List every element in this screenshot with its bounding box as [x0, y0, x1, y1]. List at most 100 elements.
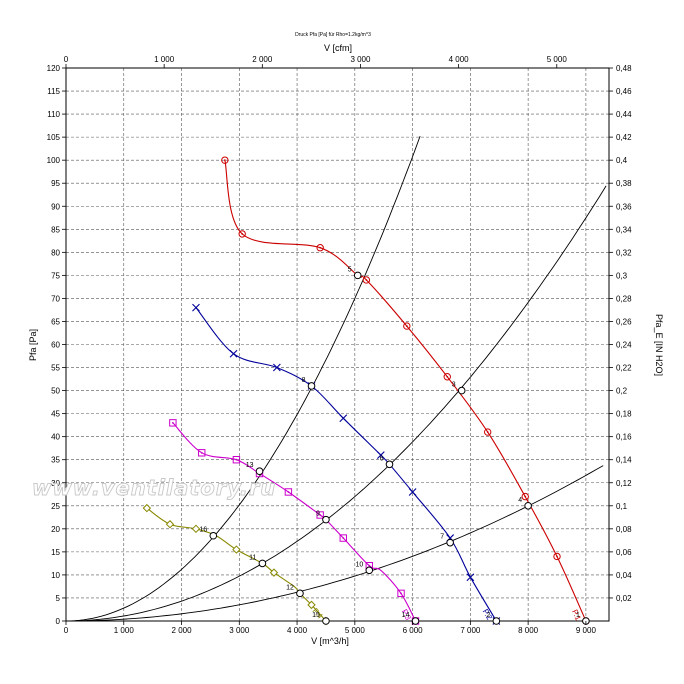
x-tick-label: 7 000: [460, 626, 481, 635]
data-point-x: [272, 363, 281, 372]
data-point-center: [446, 375, 449, 378]
x-tick-label: 2 000: [172, 626, 193, 635]
data-point-center: [287, 491, 290, 493]
data-point-circle: [443, 373, 451, 381]
y-tick-label: 110: [47, 110, 60, 119]
y-tick-label: 45: [51, 410, 60, 419]
y-tick-label: 60: [51, 341, 60, 350]
fan-curve-label: P.1: [570, 608, 583, 622]
y-tick-label: 20: [51, 525, 60, 534]
data-point-center: [200, 451, 203, 454]
watermark: www.ventilatory.ru: [32, 476, 276, 500]
data-point-square: [339, 534, 347, 542]
y2-tick-label: 0,12: [616, 479, 632, 488]
y-tick-label: 35: [51, 456, 60, 465]
data-point-circle: [362, 276, 371, 284]
y-tick-label: 80: [51, 248, 60, 257]
data-point-diamond: [307, 600, 316, 610]
data-point-diamond: [165, 520, 175, 529]
x2-tick-label: 1 000: [154, 55, 175, 64]
x-tick-label: 0: [64, 626, 69, 635]
data-point-square: [198, 449, 206, 457]
data-point-circle: [316, 244, 324, 252]
y-tick-label: 95: [51, 179, 60, 188]
x-tick-label: 9 000: [576, 626, 597, 635]
data-point-center: [342, 537, 345, 539]
y-tick-label: 105: [47, 133, 61, 142]
operating-point-marker: [296, 589, 304, 598]
operating-point-marker: [411, 617, 420, 625]
x2-tick-label: 2 000: [252, 55, 273, 64]
x-tick-label: 4 000: [287, 626, 308, 635]
operating-point-marker: [322, 515, 330, 524]
data-point-circle: [403, 322, 411, 330]
operating-point-label: 1: [576, 612, 580, 619]
operating-point-label: 4: [518, 497, 522, 504]
data-point-circle: [221, 156, 229, 164]
x2-tick-label: 3 000: [350, 55, 371, 64]
operating-point-marker: [365, 566, 374, 575]
x2-tick-label: 0: [64, 55, 69, 64]
data-point-center: [405, 325, 408, 327]
y-tick-label: 25: [51, 502, 60, 511]
y-tick-label: 55: [51, 364, 60, 373]
y2-tick-label: 0,44: [616, 110, 632, 119]
y2-tick-label: 0,2: [616, 387, 628, 396]
x-tick-label: 8 000: [518, 626, 539, 635]
y2-tick-label: 0,26: [616, 317, 632, 326]
operating-point-marker: [524, 501, 532, 510]
operating-point-marker: [307, 382, 316, 390]
data-point-center: [368, 564, 371, 567]
y2-tick-label: 0,06: [616, 548, 632, 557]
data-point-circle: [238, 230, 246, 238]
y-tick-label: 0: [56, 617, 61, 626]
operating-point-marker: [209, 531, 218, 540]
operating-point-label: 5: [348, 266, 352, 273]
y2-tick-label: 0,24: [616, 341, 632, 350]
operating-point-label: 11: [249, 554, 256, 561]
x-tick-label: 3 000: [229, 626, 250, 635]
y2-tick-label: 0,18: [616, 410, 632, 419]
data-point-square: [316, 511, 324, 519]
top-axis-title: V [cfm]: [324, 43, 352, 53]
data-point-center: [319, 514, 322, 516]
y2-tick-label: 0,1: [616, 502, 628, 511]
operating-point-marker: [457, 386, 466, 395]
system-curve: [65, 185, 607, 622]
y-tick-label: 120: [47, 64, 61, 73]
y-tick-label: 70: [51, 294, 60, 303]
data-point-x: [466, 573, 475, 582]
operating-point-label: 3: [452, 382, 456, 389]
right-axis-title: Pfa_E [IN H2O]: [654, 314, 664, 376]
operating-point-marker: [492, 617, 501, 625]
y-tick-label: 15: [51, 548, 60, 557]
y-tick-label: 5: [56, 594, 61, 603]
data-point-center: [223, 159, 226, 162]
operating-point-label: 9: [316, 511, 320, 518]
data-point-diamond: [191, 524, 201, 534]
data-point-square: [232, 456, 241, 464]
operating-point-marker: [446, 538, 454, 547]
data-point-center: [235, 458, 238, 461]
y-tick-label: 65: [51, 317, 60, 326]
operating-point-marker: [385, 460, 394, 469]
operating-point-marker: [353, 271, 362, 280]
system-curve: [66, 465, 604, 622]
data-point-center: [486, 431, 489, 433]
left-axis-title: Pfa [Pa]: [28, 329, 38, 361]
operating-point-label: 13: [246, 462, 254, 469]
y2-tick-label: 0,3: [616, 271, 628, 280]
data-point-diamond: [142, 503, 152, 513]
y2-tick-label: 0,04: [616, 571, 632, 580]
x-tick-label: 6 000: [403, 626, 424, 635]
data-point-circle: [553, 552, 561, 561]
x2-tick-label: 4 000: [449, 55, 470, 64]
y2-tick-label: 0,14: [616, 456, 632, 465]
y2-tick-label: 0,08: [616, 525, 632, 534]
data-point-diamond: [269, 568, 279, 577]
data-point-diamond: [232, 545, 241, 554]
